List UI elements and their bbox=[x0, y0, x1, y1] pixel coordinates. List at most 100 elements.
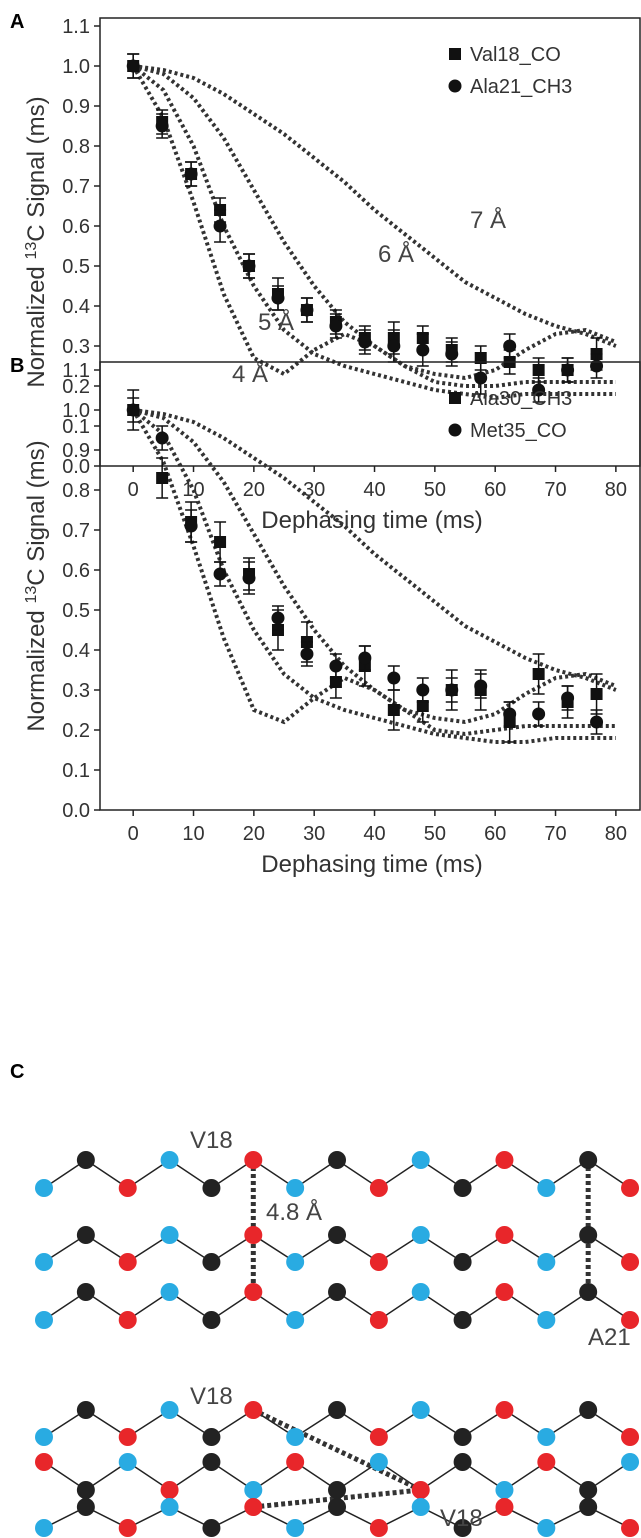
y-axis-title: Normalized 13C Signal (ms) bbox=[23, 440, 51, 731]
atom bbox=[244, 1226, 263, 1244]
y-axis-title: Normalized 13C Signal (ms) bbox=[23, 96, 51, 387]
atom bbox=[35, 1179, 53, 1197]
atom bbox=[411, 1481, 430, 1499]
y-tick-label: 0.7 bbox=[62, 520, 90, 542]
y-axis-title-part: Normalized bbox=[23, 604, 50, 732]
atom bbox=[118, 1428, 137, 1446]
y-axis-title-part: 13 bbox=[23, 586, 40, 604]
atom bbox=[537, 1179, 556, 1197]
y-tick-label: 0.2 bbox=[62, 720, 90, 742]
data-point bbox=[155, 431, 169, 445]
atom bbox=[369, 1453, 388, 1471]
atom bbox=[286, 1253, 305, 1271]
atom bbox=[160, 1401, 179, 1419]
atom bbox=[579, 1401, 598, 1419]
data-point bbox=[474, 371, 488, 385]
data-point bbox=[271, 291, 285, 305]
atom bbox=[286, 1453, 305, 1471]
atom-label: V18 bbox=[440, 1505, 483, 1532]
atom bbox=[411, 1283, 430, 1301]
atom bbox=[286, 1311, 305, 1329]
distance-line bbox=[252, 1407, 422, 1493]
data-point bbox=[155, 119, 169, 133]
legend-label: Ala21_CH3 bbox=[470, 76, 572, 98]
atom bbox=[244, 1283, 263, 1301]
data-point bbox=[126, 403, 140, 417]
atom bbox=[76, 1226, 95, 1244]
atom bbox=[76, 1498, 95, 1516]
x-tick-label: 70 bbox=[544, 823, 566, 845]
atom-label: A21 bbox=[588, 1324, 631, 1351]
atom bbox=[202, 1519, 221, 1537]
atom bbox=[160, 1151, 179, 1169]
atom bbox=[160, 1498, 179, 1516]
atom bbox=[369, 1253, 388, 1271]
atom bbox=[621, 1253, 640, 1271]
atom bbox=[369, 1179, 388, 1197]
atom bbox=[118, 1453, 137, 1471]
simulation-curve bbox=[132, 408, 617, 725]
data-point bbox=[184, 167, 198, 181]
atom bbox=[369, 1519, 388, 1537]
atom bbox=[244, 1401, 263, 1419]
atom bbox=[160, 1283, 179, 1301]
atom bbox=[35, 1253, 53, 1271]
data-point bbox=[474, 679, 488, 693]
data-point bbox=[416, 343, 430, 357]
atom bbox=[76, 1151, 95, 1169]
atom bbox=[495, 1283, 514, 1301]
y-tick-label: 1.1 bbox=[62, 360, 90, 382]
panel-letter: B bbox=[10, 355, 24, 377]
data-point bbox=[561, 691, 575, 705]
data-point bbox=[532, 668, 545, 680]
atom bbox=[244, 1481, 263, 1499]
atom bbox=[202, 1179, 221, 1197]
atom bbox=[621, 1311, 640, 1329]
atom bbox=[537, 1253, 556, 1271]
atom bbox=[76, 1401, 95, 1419]
y-tick-label: 0.3 bbox=[62, 336, 90, 358]
legend-label: Met35_CO bbox=[470, 420, 567, 442]
atom bbox=[118, 1311, 137, 1329]
atom bbox=[118, 1179, 137, 1197]
x-tick-label: 30 bbox=[303, 479, 325, 501]
data-point bbox=[474, 352, 487, 364]
atom bbox=[495, 1401, 514, 1419]
legend-label: Val18_CO bbox=[470, 44, 561, 66]
y-tick-label: 0.3 bbox=[62, 680, 90, 702]
atom bbox=[537, 1428, 556, 1446]
y-tick-label: 1.0 bbox=[62, 400, 90, 422]
data-point bbox=[242, 571, 256, 585]
panel-letter: A bbox=[10, 11, 24, 33]
data-point bbox=[416, 700, 429, 712]
legend-marker bbox=[448, 79, 462, 93]
data-point bbox=[503, 339, 517, 353]
data-point bbox=[590, 715, 604, 729]
atom bbox=[35, 1428, 53, 1446]
atom bbox=[579, 1498, 598, 1516]
y-tick-label: 0.9 bbox=[62, 96, 90, 118]
atom bbox=[411, 1226, 430, 1244]
plot-frame bbox=[99, 361, 641, 811]
y-tick-label: 0.8 bbox=[62, 480, 90, 502]
y-tick-label: 0.0 bbox=[62, 800, 90, 822]
legend-label: Ala30_CH3 bbox=[470, 388, 572, 410]
atom bbox=[537, 1311, 556, 1329]
y-tick-label: 0.0 bbox=[62, 456, 90, 478]
x-tick-label: 60 bbox=[484, 823, 506, 845]
atom bbox=[286, 1428, 305, 1446]
data-point bbox=[300, 303, 314, 317]
atom-label: V18 bbox=[190, 1127, 233, 1154]
x-tick-label: 30 bbox=[303, 823, 325, 845]
atom bbox=[621, 1453, 640, 1471]
y-tick-label: 0.7 bbox=[62, 176, 90, 198]
data-point bbox=[532, 707, 546, 721]
atom bbox=[453, 1519, 472, 1537]
atom bbox=[579, 1226, 598, 1244]
atom bbox=[453, 1311, 472, 1329]
data-point bbox=[329, 319, 343, 333]
atom bbox=[35, 1519, 53, 1537]
x-tick-label: 70 bbox=[544, 479, 566, 501]
x-tick-label: 40 bbox=[363, 823, 385, 845]
data-point bbox=[126, 59, 140, 73]
